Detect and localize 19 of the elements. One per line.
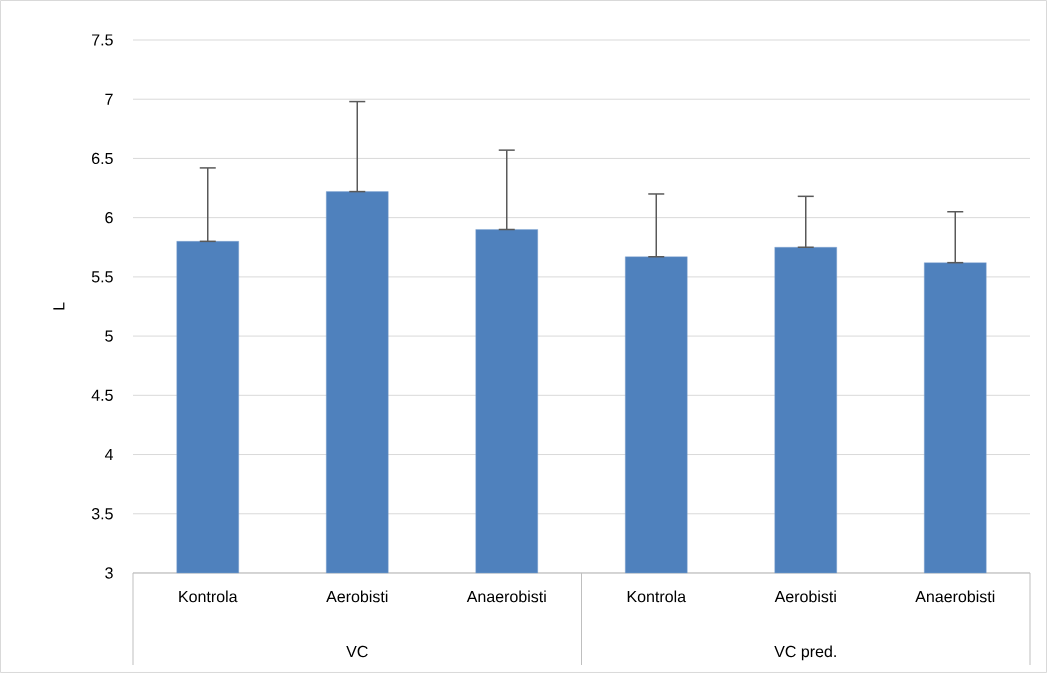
y-tick-label: 4 (104, 449, 114, 461)
x-tick-label: Anaerobisti (466, 590, 546, 603)
text: VC (346, 645, 368, 658)
x-tick-label: Kontrola (179, 590, 238, 603)
y-axis-title: L (53, 302, 65, 310)
y-tick-label: 6.5 (92, 152, 113, 165)
x-tick-label: Aerobisti (774, 590, 836, 603)
x-tick-label: Anaerobisti (915, 590, 995, 603)
y-tick-label: 5.5 (91, 271, 113, 283)
y-tick-label: 7 (105, 93, 113, 105)
y-tick-label: 6 (105, 211, 113, 224)
y-tick-label: 3.5 (91, 508, 113, 520)
x-tick-label: Aerobisti (326, 590, 388, 603)
x-tick-label: Kontrola (627, 590, 687, 603)
text: VC pred. (774, 645, 836, 661)
y-tick-label: 5 (105, 330, 113, 342)
y-tick-label: 4.5 (91, 389, 113, 401)
y-tick-label: 7.5 (92, 34, 113, 46)
y-tick-label: 3 (105, 567, 113, 579)
